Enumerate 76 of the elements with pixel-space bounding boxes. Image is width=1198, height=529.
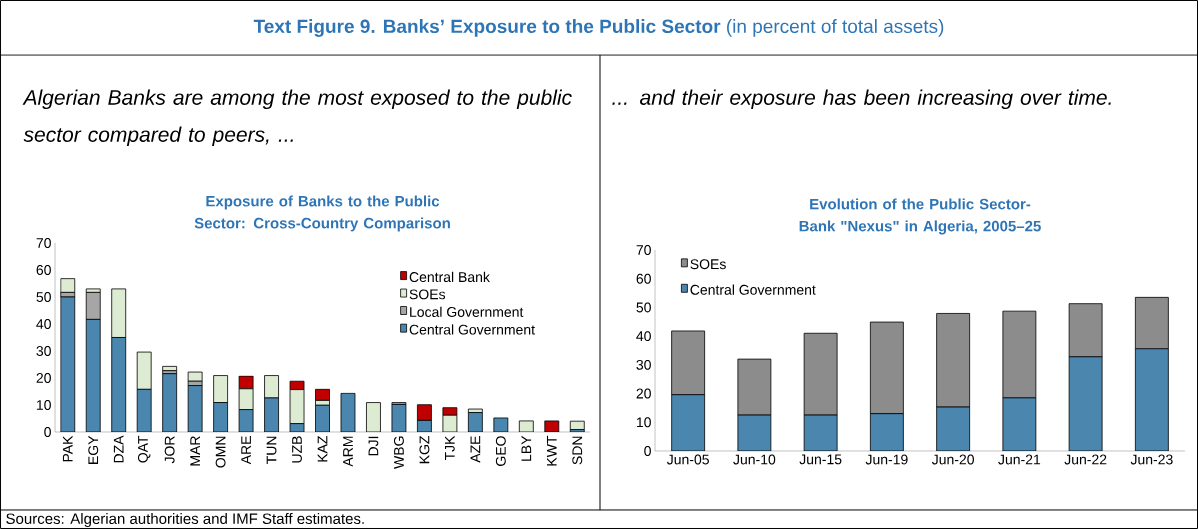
legend-label: SOEs bbox=[690, 259, 726, 270]
y-tick-label: 30 bbox=[636, 359, 651, 370]
bar bbox=[391, 404, 407, 432]
text: Text Figure 9. Banks’ Exposure to the Public Sector (in percent of total assets) bbox=[253, 19, 944, 37]
x-tick-label: DJI bbox=[368, 436, 379, 456]
x-tick-label: KWT bbox=[546, 435, 557, 466]
y-tick-label: 40 bbox=[636, 331, 651, 342]
bar bbox=[1002, 397, 1037, 451]
bar bbox=[518, 420, 534, 432]
x-tick-label: Jun-10 bbox=[733, 454, 776, 465]
legend-label: SOEs bbox=[409, 289, 446, 300]
legend-label: Local Government bbox=[410, 306, 524, 317]
x-tick-label: QAT bbox=[137, 435, 151, 463]
bar bbox=[1068, 356, 1103, 451]
chart-title: Evolution of the Public Sector-Bank "Nexus" in Algeria, 2005–25 bbox=[799, 198, 1041, 235]
bar bbox=[187, 371, 203, 382]
bar bbox=[366, 402, 381, 432]
x-tick-label: JOR bbox=[164, 436, 175, 464]
x-tick-label: Jun-23 bbox=[1130, 454, 1173, 465]
x-tick-label: KAZ bbox=[317, 435, 328, 462]
x-tick-label: Jun-05 bbox=[666, 454, 709, 465]
y-tick-label: 50 bbox=[636, 302, 651, 313]
x-tick-label: OMN bbox=[215, 436, 226, 468]
bar bbox=[60, 278, 76, 293]
y-tick-label: 60 bbox=[636, 273, 651, 284]
x-tick-label: Jun-19 bbox=[865, 454, 908, 465]
x-tick-label: Jun-21 bbox=[998, 454, 1041, 465]
x-tick-label: WBG bbox=[393, 436, 404, 469]
y-tick-label: 10 bbox=[36, 400, 51, 410]
chart-subtitle: Algerian Banks are among the most exposed to the public sector compared to peers, ... bbox=[22, 89, 572, 147]
x-tick-label: MAR bbox=[190, 436, 200, 466]
x-tick-label: Jun-15 bbox=[799, 454, 842, 465]
x-tick-label: ARM bbox=[343, 436, 353, 467]
x-tick-label: Jun-20 bbox=[931, 454, 974, 465]
x-tick-label: Jun-22 bbox=[1064, 454, 1107, 465]
x-tick-label: SDN bbox=[572, 436, 583, 465]
x-tick-label: TUN bbox=[266, 436, 277, 464]
bar bbox=[869, 413, 904, 451]
bar bbox=[493, 417, 509, 432]
y-tick-label: 0 bbox=[644, 446, 651, 456]
chart-subtitle: ... and their exposure has been increasing over time. bbox=[612, 89, 1111, 110]
bar bbox=[60, 296, 76, 432]
x-tick-label: EGY bbox=[88, 435, 99, 464]
source-note: Sources: Algerian authorities and IMF Staff estimates. bbox=[6, 512, 364, 527]
y-tick-label: 40 bbox=[36, 319, 51, 329]
x-tick-label: UZB bbox=[292, 436, 302, 463]
y-tick-label: 20 bbox=[36, 373, 51, 383]
x-tick-label: LBY bbox=[521, 435, 532, 461]
y-tick-label: 10 bbox=[636, 417, 651, 428]
x-tick-label: PAK bbox=[62, 435, 73, 462]
x-tick-label: TJK bbox=[445, 435, 455, 461]
y-tick-label: 0 bbox=[44, 427, 51, 437]
bar bbox=[340, 392, 356, 432]
x-tick-label: ARE bbox=[241, 436, 251, 465]
y-tick-label: 50 bbox=[36, 292, 51, 302]
y-tick-label: 70 bbox=[36, 238, 51, 248]
x-tick-label: GEO bbox=[495, 436, 506, 466]
chart-title: Exposure of Banks to the Public Sector: Cross-Country Comparison bbox=[194, 195, 450, 232]
x-tick-label: KGZ bbox=[419, 435, 430, 464]
bar bbox=[671, 394, 706, 451]
y-tick-label: 20 bbox=[636, 388, 651, 399]
y-tick-label: 60 bbox=[36, 265, 51, 275]
bar bbox=[162, 373, 178, 432]
y-tick-label: 70 bbox=[636, 245, 651, 255]
y-tick-label: 30 bbox=[36, 346, 51, 356]
x-tick-label: AZE bbox=[470, 436, 481, 463]
bar bbox=[467, 412, 483, 432]
bar bbox=[737, 358, 772, 416]
legend-label: Central Government bbox=[690, 284, 816, 295]
legend-label: Central Bank bbox=[409, 271, 490, 283]
x-tick-label: DZA bbox=[113, 435, 124, 463]
bar bbox=[936, 406, 971, 451]
bar bbox=[187, 385, 203, 432]
legend-label: Central Government bbox=[409, 324, 535, 335]
bar bbox=[1134, 348, 1169, 451]
bar bbox=[315, 404, 330, 432]
